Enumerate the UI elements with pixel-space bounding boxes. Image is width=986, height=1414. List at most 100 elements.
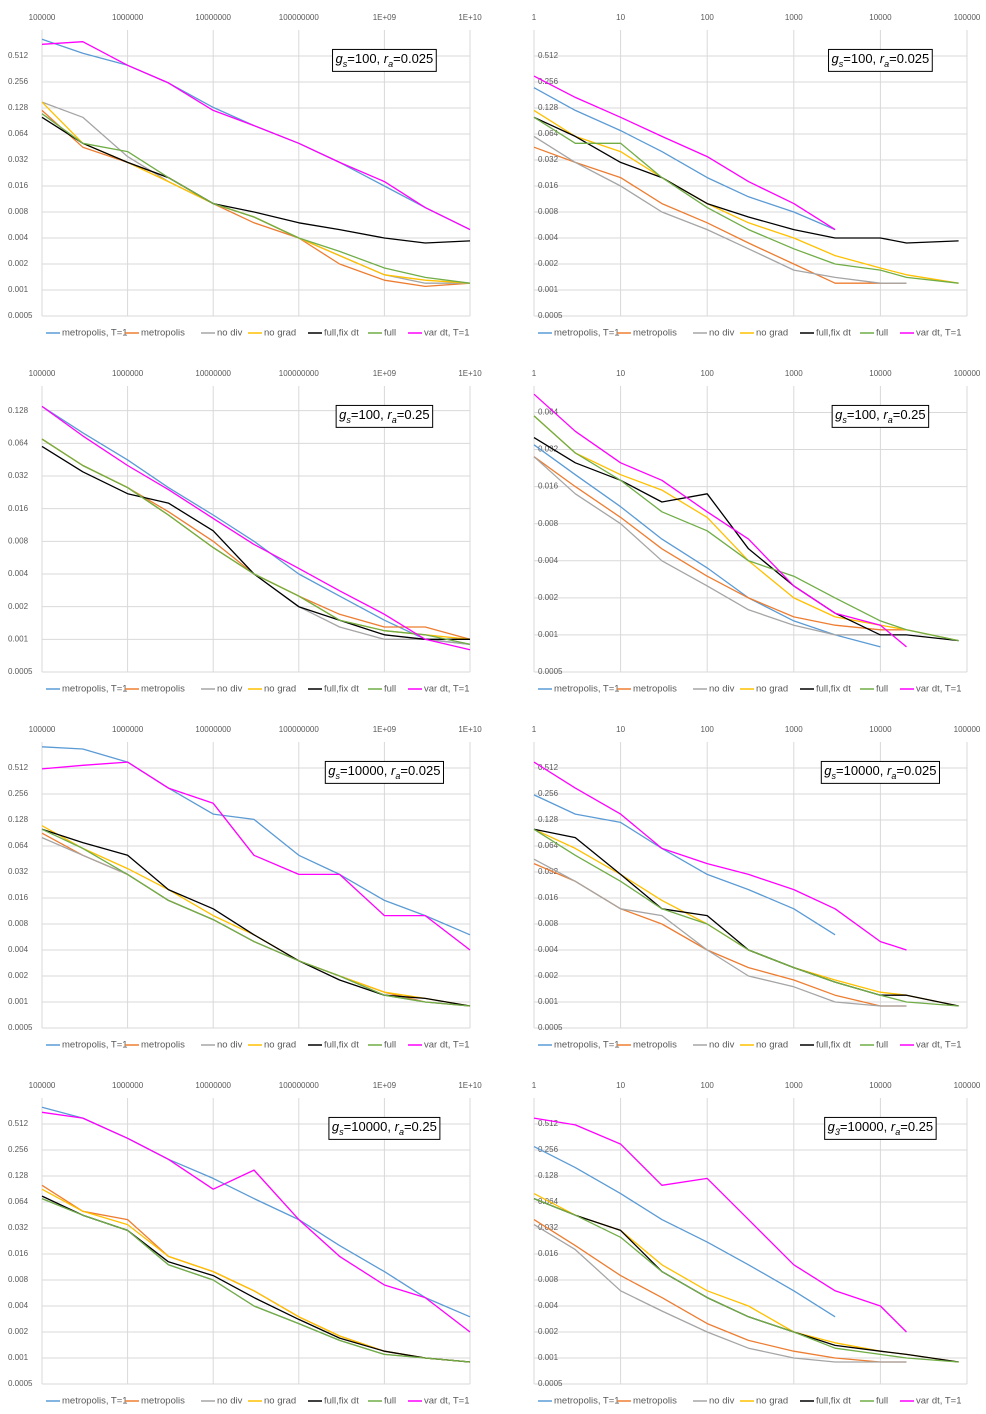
y-tick-label: 0.064 <box>538 408 559 417</box>
chart-panel: 0.00050.0010.0020.0040.0080.0160.0320.06… <box>532 369 981 694</box>
x-tick-label: 100 <box>701 1081 715 1090</box>
x-tick-label: 100000000 <box>279 369 320 378</box>
x-tick-label: 1E+10 <box>458 369 482 378</box>
x-tick-label: 100000000 <box>279 1081 320 1090</box>
y-tick-label: 0.004 <box>8 945 29 954</box>
annotation-part: s <box>832 771 837 781</box>
chart-panel: 0.00050.0010.0020.0040.0080.0160.0320.06… <box>532 1081 981 1406</box>
annotation-part: g <box>824 763 832 778</box>
series-line <box>41 828 471 1007</box>
y-tick-label: 0.128 <box>538 1171 559 1180</box>
y-tick-label: 0.128 <box>538 815 559 824</box>
chart-panel: 0.00050.0010.0020.0040.0080.0160.0320.06… <box>8 369 482 694</box>
annotation-part: g <box>828 1119 836 1134</box>
y-tick-label: 0.0005 <box>8 1379 33 1388</box>
annotation-part: =0.25 <box>893 407 926 422</box>
x-tick-label: 1000000 <box>112 369 144 378</box>
x-tick-label: 10 <box>616 1081 625 1090</box>
x-tick-label: 10000 <box>869 725 892 734</box>
y-tick-label: 0.0005 <box>538 1379 563 1388</box>
series-line <box>41 438 471 640</box>
legend-label: no div <box>709 684 735 695</box>
series-line <box>41 438 471 640</box>
annotation-part: s <box>839 59 844 69</box>
annotation-part: =10000, <box>840 1119 891 1134</box>
annotation: gs=10000, ra=0.025 <box>824 763 936 781</box>
y-tick-label: 0.016 <box>538 1249 559 1258</box>
y-tick-label: 0.016 <box>8 181 29 190</box>
legend-label: full,fix dt <box>324 328 359 339</box>
legend-label: metropolis, T=1 <box>62 1396 128 1407</box>
x-tick-label: 1 <box>532 725 537 734</box>
x-tick-label: 1000 <box>785 725 803 734</box>
x-tick-label: 1 <box>532 13 537 22</box>
y-tick-label: 0.032 <box>538 1223 559 1232</box>
series-line <box>533 75 836 231</box>
x-tick-label: 100000 <box>29 1081 56 1090</box>
x-tick-label: 1000 <box>785 13 803 22</box>
y-tick-label: 0.001 <box>8 1353 29 1362</box>
series-line <box>533 116 959 284</box>
y-tick-label: 0.064 <box>8 841 29 850</box>
y-tick-label: 0.002 <box>538 971 559 980</box>
annotation-part: =100, <box>847 407 884 422</box>
y-tick-label: 0.002 <box>538 259 559 268</box>
annotation-part: s <box>346 415 351 425</box>
series-line <box>41 101 470 284</box>
series-line <box>41 438 471 645</box>
annotation-part: g <box>336 51 344 66</box>
x-tick-label: 1000000 <box>112 725 144 734</box>
y-tick-label: 0.008 <box>538 1275 559 1284</box>
annotation-part: =0.25 <box>900 1119 933 1134</box>
series-line <box>41 1111 471 1333</box>
y-tick-label: 0.004 <box>538 233 559 242</box>
annotation-part: r <box>883 407 888 422</box>
y-tick-label: 0.002 <box>8 1327 29 1336</box>
legend-label: full <box>876 1396 888 1407</box>
annotation-part: =0.025 <box>393 51 433 66</box>
legend-label: no grad <box>264 1396 296 1407</box>
annotation-part: =0.025 <box>896 763 936 778</box>
y-tick-label: 0.0005 <box>538 311 563 320</box>
y-tick-label: 0.0005 <box>538 667 563 676</box>
legend-label: metropolis, T=1 <box>554 1040 620 1051</box>
chart-panel: 0.00050.0010.0020.0040.0080.0160.0320.06… <box>8 1081 482 1406</box>
annotation-part: =0.025 <box>400 763 440 778</box>
annotation-part: =100, <box>843 51 880 66</box>
y-tick-label: 0.001 <box>538 1353 559 1362</box>
annotation-part: a <box>399 1127 404 1137</box>
x-tick-label: 100000000 <box>279 13 320 22</box>
series-line <box>41 837 471 1007</box>
annotation: gs=100, ra=0.025 <box>336 51 434 69</box>
y-tick-label: 0.256 <box>8 789 29 798</box>
annotation-part: g <box>332 1119 340 1134</box>
series-line <box>41 1184 471 1363</box>
annotation: gs=100, ra=0.25 <box>835 407 926 425</box>
annotation-part: r <box>887 763 892 778</box>
annotation-part: s <box>842 415 847 425</box>
y-tick-label: 0.002 <box>8 259 29 268</box>
annotation-part: =0.25 <box>404 1119 437 1134</box>
x-tick-label: 100000 <box>29 13 56 22</box>
y-tick-label: 0.256 <box>538 789 559 798</box>
y-tick-label: 0.016 <box>8 893 29 902</box>
x-tick-label: 1E+10 <box>458 13 482 22</box>
y-tick-label: 0.256 <box>8 1145 29 1154</box>
y-tick-label: 0.008 <box>8 207 29 216</box>
series-line <box>533 456 907 636</box>
x-tick-label: 10000000 <box>195 725 231 734</box>
annotation-part: a <box>884 59 889 69</box>
y-tick-label: 0.128 <box>8 406 29 415</box>
x-tick-label: 100 <box>701 369 715 378</box>
legend-label: full,fix dt <box>324 1040 359 1051</box>
series-line <box>41 113 471 284</box>
y-tick-label: 0.0005 <box>8 1023 33 1032</box>
legend-label: full,fix dt <box>816 684 851 695</box>
legend-label: no grad <box>264 684 296 695</box>
y-tick-label: 0.004 <box>8 569 29 578</box>
x-tick-label: 10 <box>616 369 625 378</box>
legend-label: metropolis, T=1 <box>554 1396 620 1407</box>
legend-label: var dt, T=1 <box>916 1040 962 1051</box>
y-tick-label: 0.008 <box>8 919 29 928</box>
legend-label: metropolis, T=1 <box>62 1040 128 1051</box>
